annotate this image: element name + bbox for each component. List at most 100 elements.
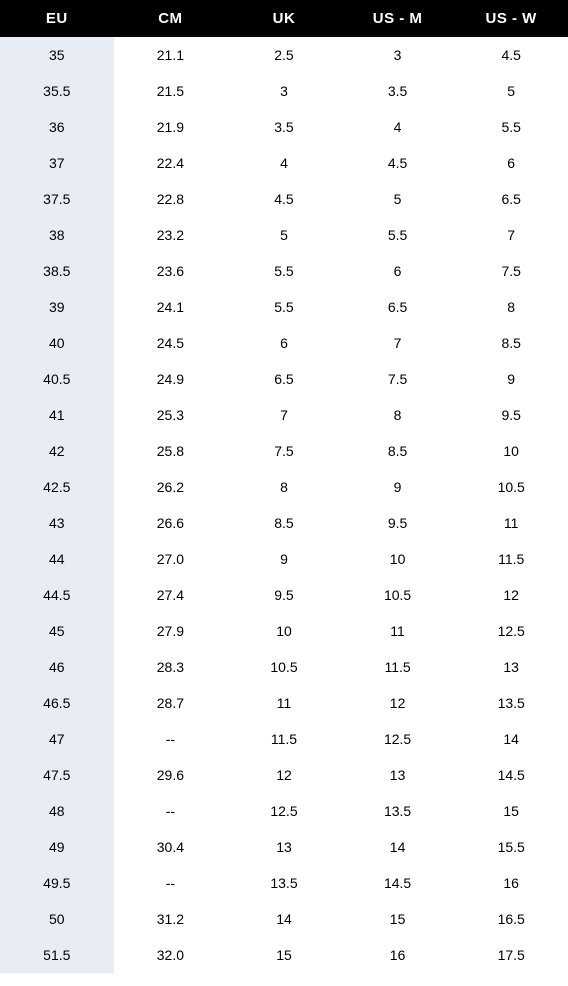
table-cell: 36: [0, 109, 114, 145]
table-cell: 25.3: [114, 397, 228, 433]
table-cell: 35: [0, 37, 114, 73]
table-cell: 4.5: [454, 37, 568, 73]
table-row: 5031.2141516.5: [0, 901, 568, 937]
table-cell: 21.9: [114, 109, 228, 145]
table-cell: 6.5: [227, 361, 341, 397]
table-cell: 21.1: [114, 37, 228, 73]
table-cell: 5.5: [341, 217, 455, 253]
table-cell: 15: [227, 937, 341, 973]
table-cell: 13.5: [341, 793, 455, 829]
table-cell: 8.5: [227, 505, 341, 541]
table-cell: 44.5: [0, 577, 114, 613]
table-cell: 10.5: [341, 577, 455, 613]
table-cell: 11.5: [341, 649, 455, 685]
table-cell: 13.5: [454, 685, 568, 721]
table-cell: 6: [454, 145, 568, 181]
table-cell: --: [114, 721, 228, 757]
table-cell: 46: [0, 649, 114, 685]
table-row: 44.527.49.510.512: [0, 577, 568, 613]
table-cell: 40.5: [0, 361, 114, 397]
table-cell: 11.5: [454, 541, 568, 577]
table-cell: 47.5: [0, 757, 114, 793]
table-cell: 4.5: [341, 145, 455, 181]
table-cell: 47: [0, 721, 114, 757]
table-cell: 5.5: [454, 109, 568, 145]
table-cell: 8: [227, 469, 341, 505]
table-cell: 6: [227, 325, 341, 361]
table-cell: 14: [454, 721, 568, 757]
table-cell: 15: [454, 793, 568, 829]
table-cell: 5.5: [227, 253, 341, 289]
table-cell: 26.2: [114, 469, 228, 505]
table-row: 4225.87.58.510: [0, 433, 568, 469]
table-cell: 14: [227, 901, 341, 937]
table-cell: 10: [454, 433, 568, 469]
table-cell: 14.5: [341, 865, 455, 901]
table-cell: 11: [227, 685, 341, 721]
table-cell: 30.4: [114, 829, 228, 865]
table-cell: 29.6: [114, 757, 228, 793]
table-cell: 39: [0, 289, 114, 325]
table-row: 4024.5678.5: [0, 325, 568, 361]
size-chart-table: EU CM UK US - M US - W 3521.12.534.535.5…: [0, 0, 568, 973]
table-cell: 37: [0, 145, 114, 181]
table-cell: 7.5: [227, 433, 341, 469]
table-row: 51.532.0151617.5: [0, 937, 568, 973]
table-cell: 13: [454, 649, 568, 685]
table-cell: 2.5: [227, 37, 341, 73]
table-cell: 12: [227, 757, 341, 793]
table-cell: 8: [341, 397, 455, 433]
table-row: 4427.091011.5: [0, 541, 568, 577]
table-cell: 3: [227, 73, 341, 109]
table-cell: 4: [227, 145, 341, 181]
table-cell: 12.5: [227, 793, 341, 829]
table-cell: 13: [341, 757, 455, 793]
table-cell: 6.5: [341, 289, 455, 325]
table-cell: 11.5: [227, 721, 341, 757]
table-cell: 9: [454, 361, 568, 397]
table-cell: 15.5: [454, 829, 568, 865]
table-cell: 23.6: [114, 253, 228, 289]
table-cell: 42.5: [0, 469, 114, 505]
table-cell: 5.5: [227, 289, 341, 325]
table-cell: 6.5: [454, 181, 568, 217]
table-cell: 27.9: [114, 613, 228, 649]
table-cell: 7.5: [341, 361, 455, 397]
table-cell: 10: [227, 613, 341, 649]
table-cell: 28.3: [114, 649, 228, 685]
table-cell: 26.6: [114, 505, 228, 541]
table-row: 35.521.533.55: [0, 73, 568, 109]
size-chart-body: 3521.12.534.535.521.533.553621.93.545.53…: [0, 37, 568, 973]
table-cell: 5: [341, 181, 455, 217]
table-cell: 13: [227, 829, 341, 865]
table-row: 48--12.513.515: [0, 793, 568, 829]
table-cell: 12.5: [454, 613, 568, 649]
table-cell: --: [114, 865, 228, 901]
table-row: 3924.15.56.58: [0, 289, 568, 325]
table-cell: 5: [227, 217, 341, 253]
table-row: 3521.12.534.5: [0, 37, 568, 73]
table-cell: 4.5: [227, 181, 341, 217]
col-cm: CM: [114, 0, 228, 37]
table-row: 4326.68.59.511: [0, 505, 568, 541]
table-cell: 9: [227, 541, 341, 577]
table-row: 3823.255.57: [0, 217, 568, 253]
table-cell: 24.1: [114, 289, 228, 325]
table-row: 38.523.65.567.5: [0, 253, 568, 289]
table-cell: 17.5: [454, 937, 568, 973]
table-cell: 5: [454, 73, 568, 109]
table-cell: 4: [341, 109, 455, 145]
table-cell: --: [114, 793, 228, 829]
table-cell: 40: [0, 325, 114, 361]
table-cell: 3: [341, 37, 455, 73]
table-row: 3722.444.56: [0, 145, 568, 181]
table-row: 42.526.28910.5: [0, 469, 568, 505]
table-row: 3621.93.545.5: [0, 109, 568, 145]
table-cell: 49: [0, 829, 114, 865]
col-us-m: US - M: [341, 0, 455, 37]
table-cell: 25.8: [114, 433, 228, 469]
table-cell: 13.5: [227, 865, 341, 901]
table-cell: 38.5: [0, 253, 114, 289]
table-cell: 14.5: [454, 757, 568, 793]
table-row: 46.528.7111213.5: [0, 685, 568, 721]
